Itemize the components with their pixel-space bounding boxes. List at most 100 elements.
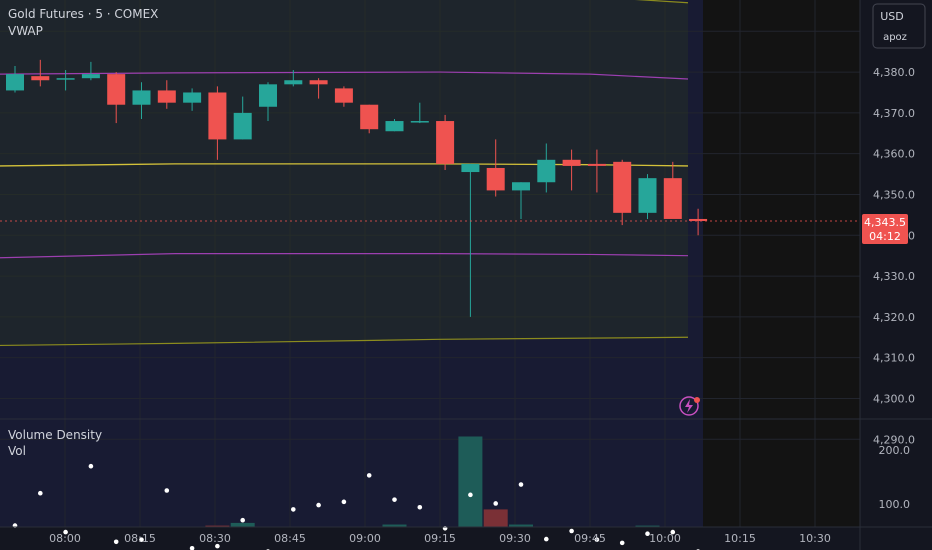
symbol-title[interactable]: Gold Futures · 5 · COMEX: [8, 7, 158, 21]
candle-body: [486, 167, 505, 191]
density-dot: [164, 488, 170, 493]
y-tick-label: 4,330.0: [873, 270, 915, 283]
y-tick-label: 4,350.0: [873, 188, 915, 201]
vwap-lower-band-2: [0, 336, 689, 347]
bar-countdown: 04:12: [869, 230, 901, 243]
candle-body: [512, 182, 530, 191]
vol-tick-label: 200.0: [879, 444, 911, 457]
x-tick-label: 08:15: [124, 532, 156, 545]
indicator-label-vol[interactable]: Vol: [8, 444, 26, 458]
candle-body: [81, 74, 100, 79]
density-dot: [215, 543, 220, 549]
candle-body: [208, 92, 227, 140]
y-tick-label: 4,360.0: [873, 148, 915, 161]
x-tick-label: 10:30: [799, 532, 831, 545]
grid-lines: [0, 0, 860, 527]
volume-bar: [635, 525, 660, 527]
y-tick-label: 4,300.0: [873, 392, 915, 405]
candle-body: [132, 90, 151, 105]
density-dot: [468, 492, 473, 498]
x-tick-label: 08:00: [49, 532, 81, 545]
volume-axis: 100.0 200.0: [879, 444, 911, 511]
vwap-lower-band-1: [0, 253, 689, 259]
y-tick-label: 4,290.0: [873, 433, 915, 446]
candle-body: [183, 92, 202, 103]
density-dot: [189, 545, 195, 550]
candle-body: [689, 218, 708, 221]
candle-body: [613, 161, 632, 213]
volume-density-dots: [12, 463, 700, 550]
volume-bar: [205, 525, 230, 527]
volume-bar: [483, 509, 508, 527]
lightning-icon[interactable]: [679, 396, 700, 416]
density-dot: [341, 499, 347, 505]
x-tick-label: 09:45: [574, 532, 606, 545]
density-dot: [619, 540, 625, 546]
density-dot: [291, 507, 296, 512]
candle-body: [233, 112, 252, 140]
candlesticks: [6, 59, 708, 317]
density-dot: [518, 482, 524, 487]
y-tick-label: 4,310.0: [873, 352, 915, 365]
candle-body: [157, 90, 176, 103]
indicator-label-vwap[interactable]: VWAP: [8, 24, 43, 38]
x-tick-label: 10:00: [649, 532, 681, 545]
x-tick-label: 09:15: [424, 532, 456, 545]
vol-tick-label: 100.0: [879, 498, 911, 511]
time-axis[interactable]: 08:00 08:15 08:30 08:45 09:00 09:15 09:30 09:45…: [49, 532, 831, 545]
candle-body: [259, 84, 277, 107]
indicator-label-volume-density[interactable]: Volume Density: [8, 428, 102, 442]
candle-body: [638, 178, 657, 213]
density-dot: [38, 490, 43, 496]
y-tick-label: 4,380.0: [873, 66, 915, 79]
candle-body: [562, 159, 581, 166]
density-dot: [88, 463, 94, 469]
currency-sub-label: apoz: [883, 32, 907, 43]
density-dot: [240, 517, 245, 523]
density-dot: [316, 502, 321, 508]
density-dot: [645, 531, 650, 536]
currency-button[interactable]: USD apoz: [872, 3, 926, 49]
candle-body: [334, 88, 353, 103]
candle-body: [284, 80, 303, 85]
x-tick-label: 09:30: [499, 532, 531, 545]
candle-body: [309, 80, 328, 85]
y-tick-label: 4,320.0: [873, 311, 915, 324]
candle-body: [587, 163, 606, 166]
density-dot: [392, 497, 397, 502]
current-price-badge: 4,343.5 04:12: [862, 214, 908, 244]
density-dot: [493, 501, 499, 506]
candle-body: [107, 74, 126, 105]
candle-body: [537, 159, 556, 183]
band-fill: [0, 0, 688, 346]
y-tick-label: 4,370.0: [873, 107, 915, 120]
volume-bar: [230, 522, 255, 527]
x-tick-label: 09:00: [349, 532, 381, 545]
candle-body: [663, 178, 682, 219]
density-dot: [139, 537, 144, 542]
future-area: [703, 0, 860, 527]
candle-body: [56, 78, 75, 80]
candle-body: [360, 104, 379, 130]
currency-label: USD: [880, 10, 904, 23]
candle-body: [410, 121, 429, 123]
volume-bar: [458, 436, 483, 527]
x-tick-label: 08:30: [199, 532, 231, 545]
candle-body: [6, 74, 24, 91]
candle-body: [31, 76, 50, 81]
density-dot: [594, 537, 600, 542]
density-dot: [670, 529, 676, 535]
density-dot: [417, 504, 423, 510]
x-tick-label: 10:15: [724, 532, 756, 545]
candle-body: [461, 163, 480, 173]
density-dot: [366, 473, 372, 478]
current-price-label: 4,343.5: [864, 216, 906, 229]
density-dot: [569, 528, 574, 534]
density-dot: [544, 536, 549, 542]
candle-body: [436, 121, 455, 164]
volume-bars: [205, 436, 660, 527]
volume-bar: [382, 524, 407, 527]
volume-bar: [509, 524, 533, 527]
density-dot: [113, 539, 119, 545]
